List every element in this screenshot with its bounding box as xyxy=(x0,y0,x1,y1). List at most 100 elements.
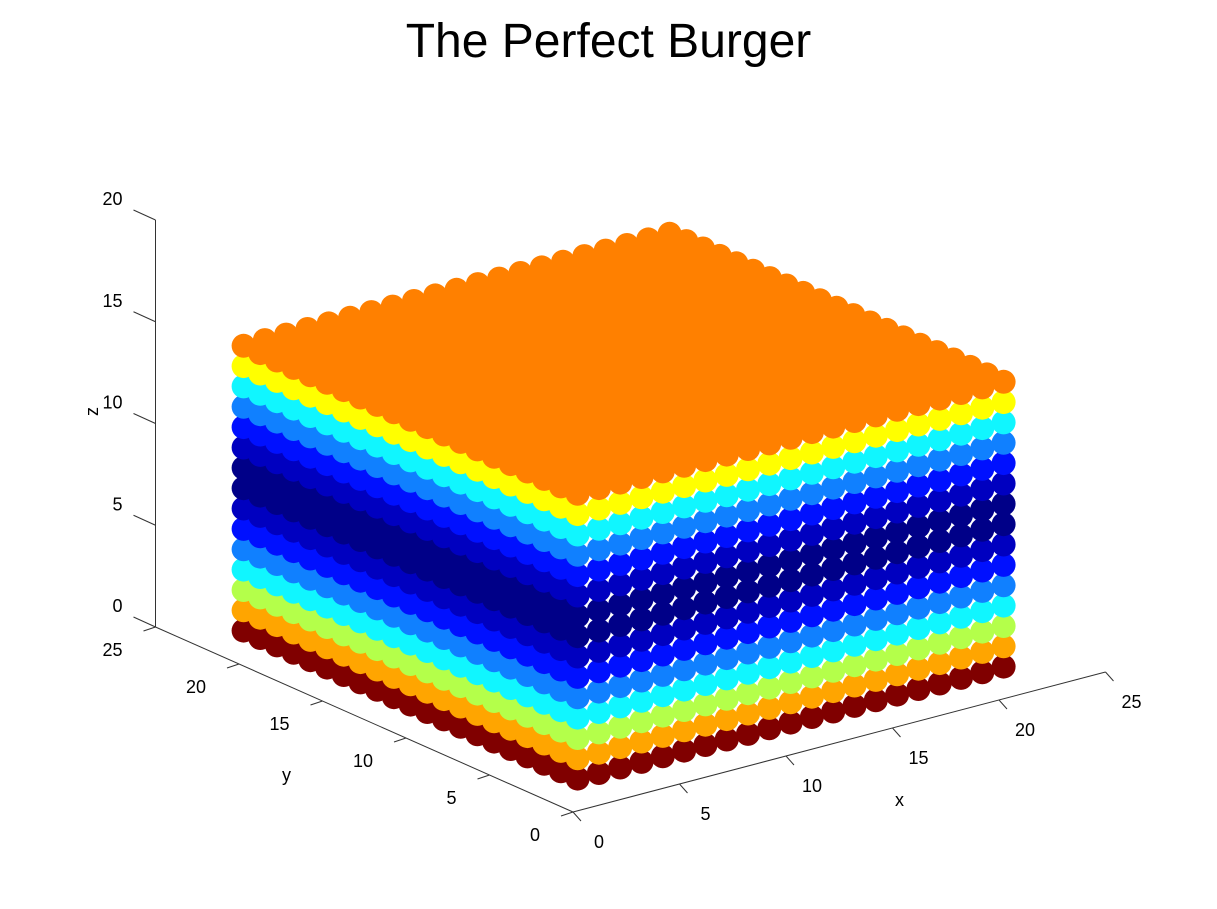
data-point xyxy=(991,573,1016,598)
data-point xyxy=(863,444,888,469)
data-point xyxy=(778,629,803,654)
data-point xyxy=(821,618,846,643)
x-tick-label: 0 xyxy=(594,832,604,852)
data-point xyxy=(693,509,718,534)
data-point xyxy=(799,582,824,607)
data-point xyxy=(906,473,931,498)
data-point xyxy=(885,397,910,422)
x-tick-label: 15 xyxy=(908,748,928,768)
data-point xyxy=(970,375,995,400)
z-tick xyxy=(133,514,156,526)
data-point xyxy=(565,685,590,710)
data-point xyxy=(693,549,718,574)
data-point xyxy=(885,560,910,585)
data-point xyxy=(714,727,739,752)
data-point xyxy=(906,554,931,579)
data-point xyxy=(991,451,1016,476)
data-point xyxy=(821,414,846,439)
z-tick-label: 5 xyxy=(112,494,122,514)
data-point xyxy=(565,563,590,588)
data-point xyxy=(608,633,633,658)
data-point xyxy=(586,516,611,541)
data-point xyxy=(693,529,718,554)
data-point xyxy=(672,718,697,743)
data-point xyxy=(650,479,675,504)
data-point xyxy=(629,465,654,489)
data-point xyxy=(736,559,760,584)
data-point xyxy=(970,416,995,441)
data-point xyxy=(863,627,888,652)
data-point xyxy=(565,603,590,628)
data-point xyxy=(608,714,633,739)
data-point xyxy=(650,500,675,524)
z-tick-label: 15 xyxy=(102,291,122,311)
data-point xyxy=(991,593,1016,618)
data-point xyxy=(906,534,931,559)
data-point xyxy=(714,483,739,508)
data-point xyxy=(736,640,760,665)
data-point xyxy=(757,472,782,497)
data-point xyxy=(608,653,633,678)
data-point xyxy=(885,418,910,443)
data-point xyxy=(693,712,718,737)
data-point xyxy=(970,619,995,644)
data-point xyxy=(778,527,803,552)
data-point xyxy=(650,581,675,606)
data-point xyxy=(629,627,654,652)
data-point xyxy=(799,420,824,445)
data-point xyxy=(821,658,846,683)
data-point xyxy=(608,694,633,719)
data-point xyxy=(586,740,611,765)
data-point xyxy=(565,644,590,669)
data-point xyxy=(842,632,867,657)
data-point xyxy=(693,692,718,717)
data-point xyxy=(608,613,633,637)
data-point xyxy=(821,516,846,541)
data-point xyxy=(949,421,973,446)
z-tick xyxy=(133,209,156,221)
data-point xyxy=(629,709,654,734)
data-point xyxy=(970,497,995,522)
data-point xyxy=(693,672,718,696)
data-point xyxy=(586,476,611,501)
data-point xyxy=(842,551,867,576)
data-point xyxy=(842,490,867,515)
data-point xyxy=(608,511,633,536)
data-point xyxy=(927,610,952,635)
data-point xyxy=(906,493,931,518)
data-point xyxy=(991,430,1016,455)
data-point xyxy=(821,679,846,704)
data-point xyxy=(949,584,973,609)
data-point xyxy=(949,625,973,650)
y-tick-label: 15 xyxy=(269,714,289,734)
data-point xyxy=(757,553,782,578)
data-point xyxy=(565,746,590,771)
data-point xyxy=(970,456,995,481)
data-point xyxy=(863,688,888,713)
x-tick xyxy=(572,811,582,822)
z-tick xyxy=(133,413,156,424)
data-point xyxy=(629,729,654,754)
data-point xyxy=(693,570,718,595)
x-tick-label: 10 xyxy=(802,776,822,796)
data-point xyxy=(757,431,782,456)
data-point xyxy=(842,449,867,474)
data-point xyxy=(650,744,675,769)
data-point xyxy=(736,721,760,746)
data-point xyxy=(586,679,611,704)
x-tick xyxy=(998,699,1008,710)
data-point xyxy=(906,677,931,701)
data-point xyxy=(927,590,952,615)
data-point xyxy=(821,699,846,724)
data-point xyxy=(650,459,675,484)
data-point xyxy=(949,462,973,487)
data-point xyxy=(927,447,952,472)
y-tick xyxy=(560,811,574,817)
data-point xyxy=(565,766,590,791)
data-point xyxy=(714,605,739,630)
data-point xyxy=(821,557,846,581)
data-point xyxy=(991,654,1016,679)
data-point xyxy=(842,510,867,535)
data-point xyxy=(586,700,611,724)
data-point xyxy=(949,442,973,466)
